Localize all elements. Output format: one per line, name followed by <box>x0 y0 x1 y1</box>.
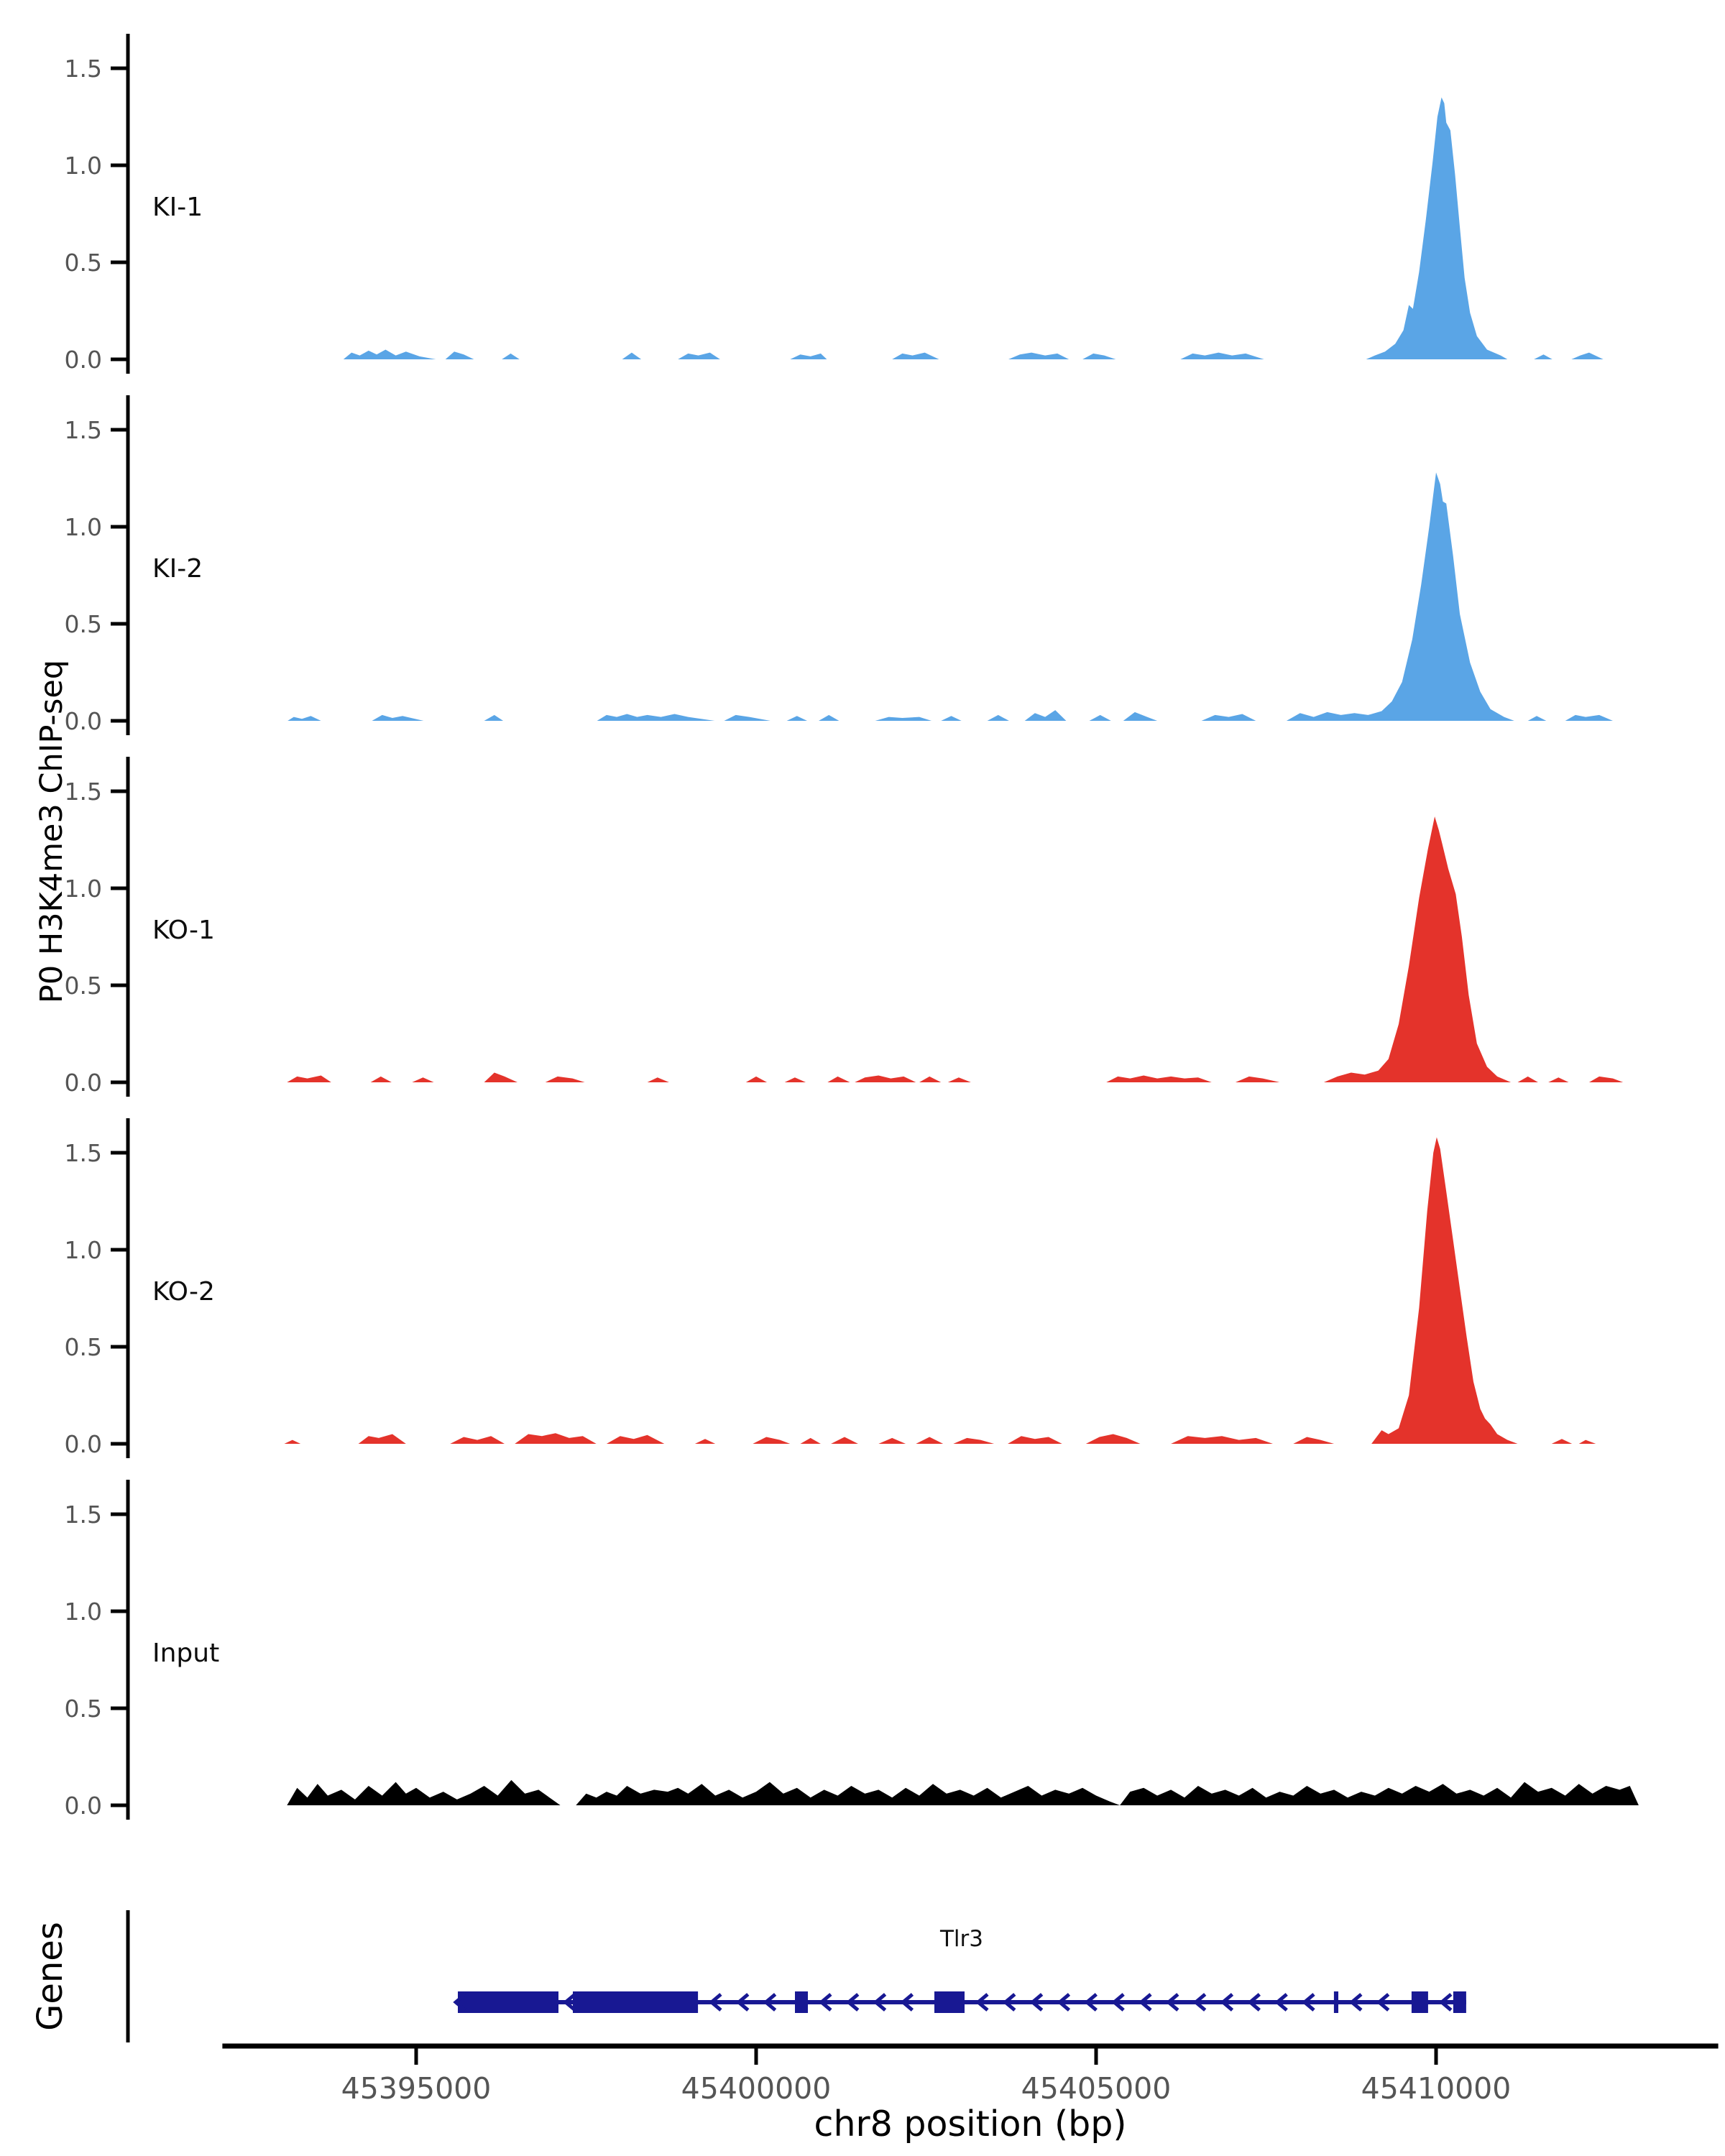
strand-arrow-icon <box>1349 1993 1363 2012</box>
gene-model-track <box>126 1910 1466 2042</box>
exon-box <box>1453 1991 1466 2013</box>
y-axis-title: P0 H3K4me3 ChIP-seq <box>34 660 70 1003</box>
y-tick-label: 1.5 <box>65 1501 102 1529</box>
y-tick-label: 1.0 <box>65 513 102 541</box>
genes-axis-title: Genes <box>30 1922 70 2031</box>
strand-arrow-icon <box>1438 1993 1453 2012</box>
strand-arrow-icon <box>453 1993 466 2012</box>
y-tick-label: 1.0 <box>65 152 102 180</box>
y-tick-label: 0.5 <box>65 610 102 638</box>
strand-arrow-icon <box>1165 1993 1179 2012</box>
coverage-area-ko-1 <box>287 816 1624 1082</box>
coverage-area-ko-2 <box>284 1137 1596 1444</box>
y-tick-label: 0.0 <box>65 1430 102 1458</box>
track-label: KI-2 <box>152 554 203 584</box>
strand-arrow-icon <box>1247 1993 1261 2012</box>
y-tick-label: 0.0 <box>65 1792 102 1820</box>
strand-arrow-icon <box>1084 1993 1098 2012</box>
y-tick-label: 0.5 <box>65 1333 102 1361</box>
strand-arrow-icon <box>1002 1993 1016 2012</box>
y-tick-label: 1.5 <box>65 55 102 83</box>
strand-arrow-icon <box>1274 1993 1288 2012</box>
strand-arrow-icon <box>900 1993 914 2012</box>
y-tick-label: 1.5 <box>65 416 102 444</box>
track-label: Input <box>152 1639 219 1668</box>
track-label: KO-1 <box>152 916 215 945</box>
strand-arrow-icon <box>873 1993 887 2012</box>
x-tick-label: 45395000 <box>341 2071 492 2106</box>
strand-arrow-icon <box>735 1993 750 2012</box>
strand-arrow-icon <box>1376 1993 1390 2012</box>
y-tick-label: 1.0 <box>65 875 102 903</box>
x-axis-title: chr8 position (bp) <box>814 2104 1127 2145</box>
x-tick-label: 45405000 <box>1021 2071 1172 2106</box>
track-label: KI-1 <box>152 193 203 222</box>
gene-name-label: Tlr3 <box>939 1926 983 1952</box>
strand-arrow-icon <box>975 1993 989 2012</box>
track-panel-ko-1: 0.0 0.5 1.0 1.5 KO-1 <box>65 757 1624 1097</box>
exon-box <box>795 1991 808 2013</box>
coverage-area-ki-1 <box>343 97 1604 359</box>
strand-arrow-icon <box>763 1993 777 2012</box>
signal-tracks: 0.0 0.5 1.0 1.5 KI-1 0.0 0.5 1.0 1.5 KI-2 0.0 0.5 1.… <box>65 34 1639 1820</box>
strand-arrow-icon <box>1138 1993 1152 2012</box>
y-tick-label: 0.5 <box>65 249 102 277</box>
y-tick-label: 0.5 <box>65 972 102 1000</box>
track-panel-ki-2: 0.0 0.5 1.0 1.5 KI-2 <box>65 395 1614 735</box>
exon-box <box>1411 1991 1428 2013</box>
y-tick-label: 0.0 <box>65 707 102 735</box>
y-tick-label: 0.0 <box>65 1069 102 1097</box>
strand-arrow-icon <box>1057 1993 1071 2012</box>
coverage-area-input <box>287 1779 1639 1805</box>
track-panel-ko-2: 0.0 0.5 1.0 1.5 KO-2 <box>65 1118 1596 1458</box>
y-tick-label: 0.5 <box>65 1695 102 1723</box>
exon-box <box>934 1991 965 2013</box>
track-label: KO-2 <box>152 1277 215 1307</box>
strand-arrow-icon <box>1029 1993 1044 2012</box>
strand-arrow-icon <box>845 1993 860 2012</box>
strand-arrow-icon <box>709 1993 722 2012</box>
y-tick-label: 0.0 <box>65 346 102 374</box>
x-axis: 45395000 45400000 45405000 45410000 <box>222 2043 1719 2106</box>
x-tick-label: 45400000 <box>681 2071 832 2106</box>
y-tick-label: 1.5 <box>65 778 102 806</box>
strand-arrow-icon <box>1111 1993 1125 2012</box>
exon-box <box>1333 1991 1338 2013</box>
y-tick-label: 1.0 <box>65 1598 102 1626</box>
strand-arrow-icon <box>819 1993 832 2012</box>
coverage-area-ki-2 <box>288 472 1614 721</box>
track-panel-input: 0.0 0.5 1.0 1.5 Input <box>65 1480 1639 1820</box>
strand-arrow-icon <box>563 1993 576 2012</box>
strand-arrow-icon <box>1220 1993 1234 2012</box>
y-tick-label: 1.0 <box>65 1236 102 1264</box>
strand-arrow-icon <box>1192 1993 1207 2012</box>
strand-arrow-icon <box>1302 1993 1315 2012</box>
exon-box <box>573 1991 699 2013</box>
exon-box <box>458 1991 558 2013</box>
x-tick-label: 45410000 <box>1361 2071 1512 2106</box>
y-tick-label: 1.5 <box>65 1139 102 1167</box>
track-panel-ki-1: 0.0 0.5 1.0 1.5 KI-1 <box>65 34 1604 374</box>
